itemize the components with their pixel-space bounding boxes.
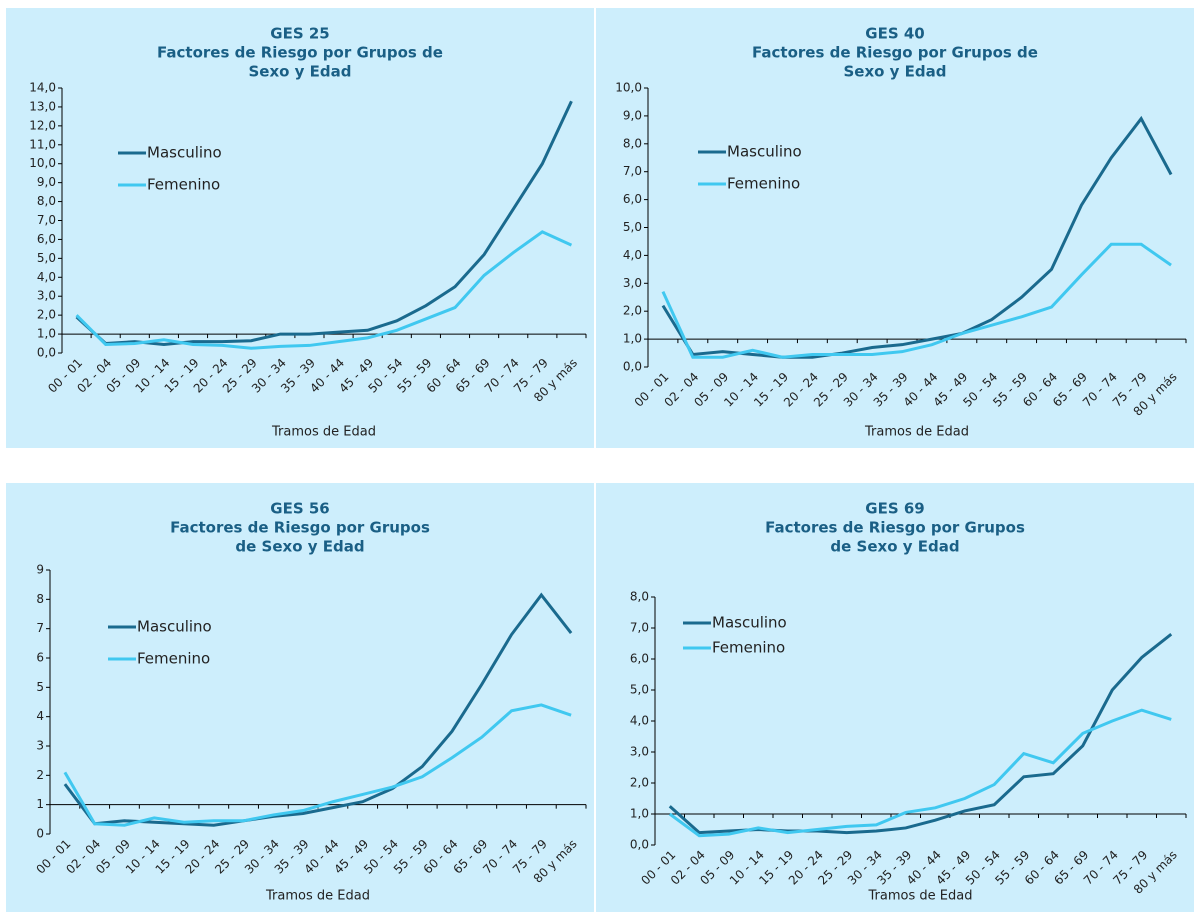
y-tick-label: 2,0 [623,304,642,318]
y-tick-label: 12,0 [29,118,56,132]
y-tick-label: 5,0 [623,220,642,234]
y-tick-label: 10,0 [615,81,642,95]
y-tick-label: 2 [36,768,44,782]
legend-label: Masculino [727,143,802,161]
y-tick-label: 4,0 [623,248,642,262]
y-tick-label: 5 [36,680,44,694]
y-tick-label: 1 [36,797,44,811]
series-line [661,115,1173,359]
legend-label: Masculino [147,144,222,162]
y-tick-label: 8,0 [623,136,642,150]
y-tick-label: 6,0 [37,232,56,246]
y-tick-label: 5,0 [630,683,649,697]
legend-label: Femenino [712,639,785,657]
chart-title: Factores de Riesgo por Grupos [765,519,1025,537]
y-tick-label: 6 [36,651,44,665]
legend-label: Femenino [727,175,800,193]
chart-title: Sexo y Edad [248,63,351,81]
series-line [668,633,1173,835]
chart-title: Sexo y Edad [843,63,946,81]
x-axis-label: Tramos de Edad [868,889,973,904]
x-axis-label: Tramos de Edad [265,889,370,904]
y-tick-label: 2,0 [37,308,56,322]
y-tick-label: 4,0 [37,270,56,284]
y-tick-label: 4 [36,709,44,723]
y-tick-label: 7,0 [37,213,56,227]
y-tick-label: 6,0 [623,192,642,206]
y-tick-label: 10,0 [29,156,56,170]
y-tick-label: 7,0 [623,164,642,178]
y-tick-label: 1,0 [630,807,649,821]
y-tick-label: 7 [36,621,44,635]
y-tick-label: 2,0 [630,776,649,790]
x-axis-label: Tramos de Edad [864,425,969,440]
y-tick-label: 8 [36,592,44,606]
chart-title: GES 40 [865,25,924,43]
y-tick-label: 0 [36,827,44,841]
series-line [668,708,1172,838]
y-tick-label: 5,0 [37,251,56,265]
x-axis-label: Tramos de Edad [271,425,376,440]
chart-title: Factores de Riesgo por Grupos de [157,44,443,62]
chart-title: Factores de Riesgo por Grupos de [752,44,1038,62]
chart-title: GES 69 [865,500,924,518]
chart-title: de Sexo y Edad [830,538,959,556]
chart-title: GES 25 [270,25,329,43]
y-tick-label: 3,0 [630,745,649,759]
y-tick-label: 11,0 [29,137,56,151]
y-tick-label: 3,0 [623,276,642,290]
y-tick-label: 14,0 [29,81,56,95]
legend-label: Masculino [137,618,212,636]
y-tick-label: 0,0 [37,346,56,360]
y-tick-label: 0,0 [623,360,642,374]
series-line [75,100,573,346]
y-tick-label: 8,0 [37,194,56,208]
y-tick-label: 6,0 [630,652,649,666]
chart-title: Factores de Riesgo por Grupos [170,519,430,537]
series-line [661,242,1172,359]
legend-label: Femenino [147,176,220,194]
y-tick-label: 8,0 [630,590,649,604]
series-line [63,703,572,827]
legend-label: Femenino [137,650,210,668]
chart-title: GES 56 [270,500,329,518]
y-tick-label: 0,0 [630,838,649,852]
series-line [63,592,573,827]
y-tick-label: 3,0 [37,289,56,303]
y-tick-label: 9,0 [623,108,642,122]
y-tick-label: 9 [36,563,44,577]
y-tick-label: 1,0 [623,332,642,346]
y-tick-label: 13,0 [29,99,56,113]
y-tick-label: 4,0 [630,714,649,728]
legend-label: Masculino [712,614,787,632]
y-tick-label: 9,0 [37,175,56,189]
chart-title: de Sexo y Edad [235,538,364,556]
series-line [75,230,573,350]
y-tick-label: 1,0 [37,327,56,341]
y-tick-label: 3 [36,739,44,753]
y-tick-label: 7,0 [630,621,649,635]
